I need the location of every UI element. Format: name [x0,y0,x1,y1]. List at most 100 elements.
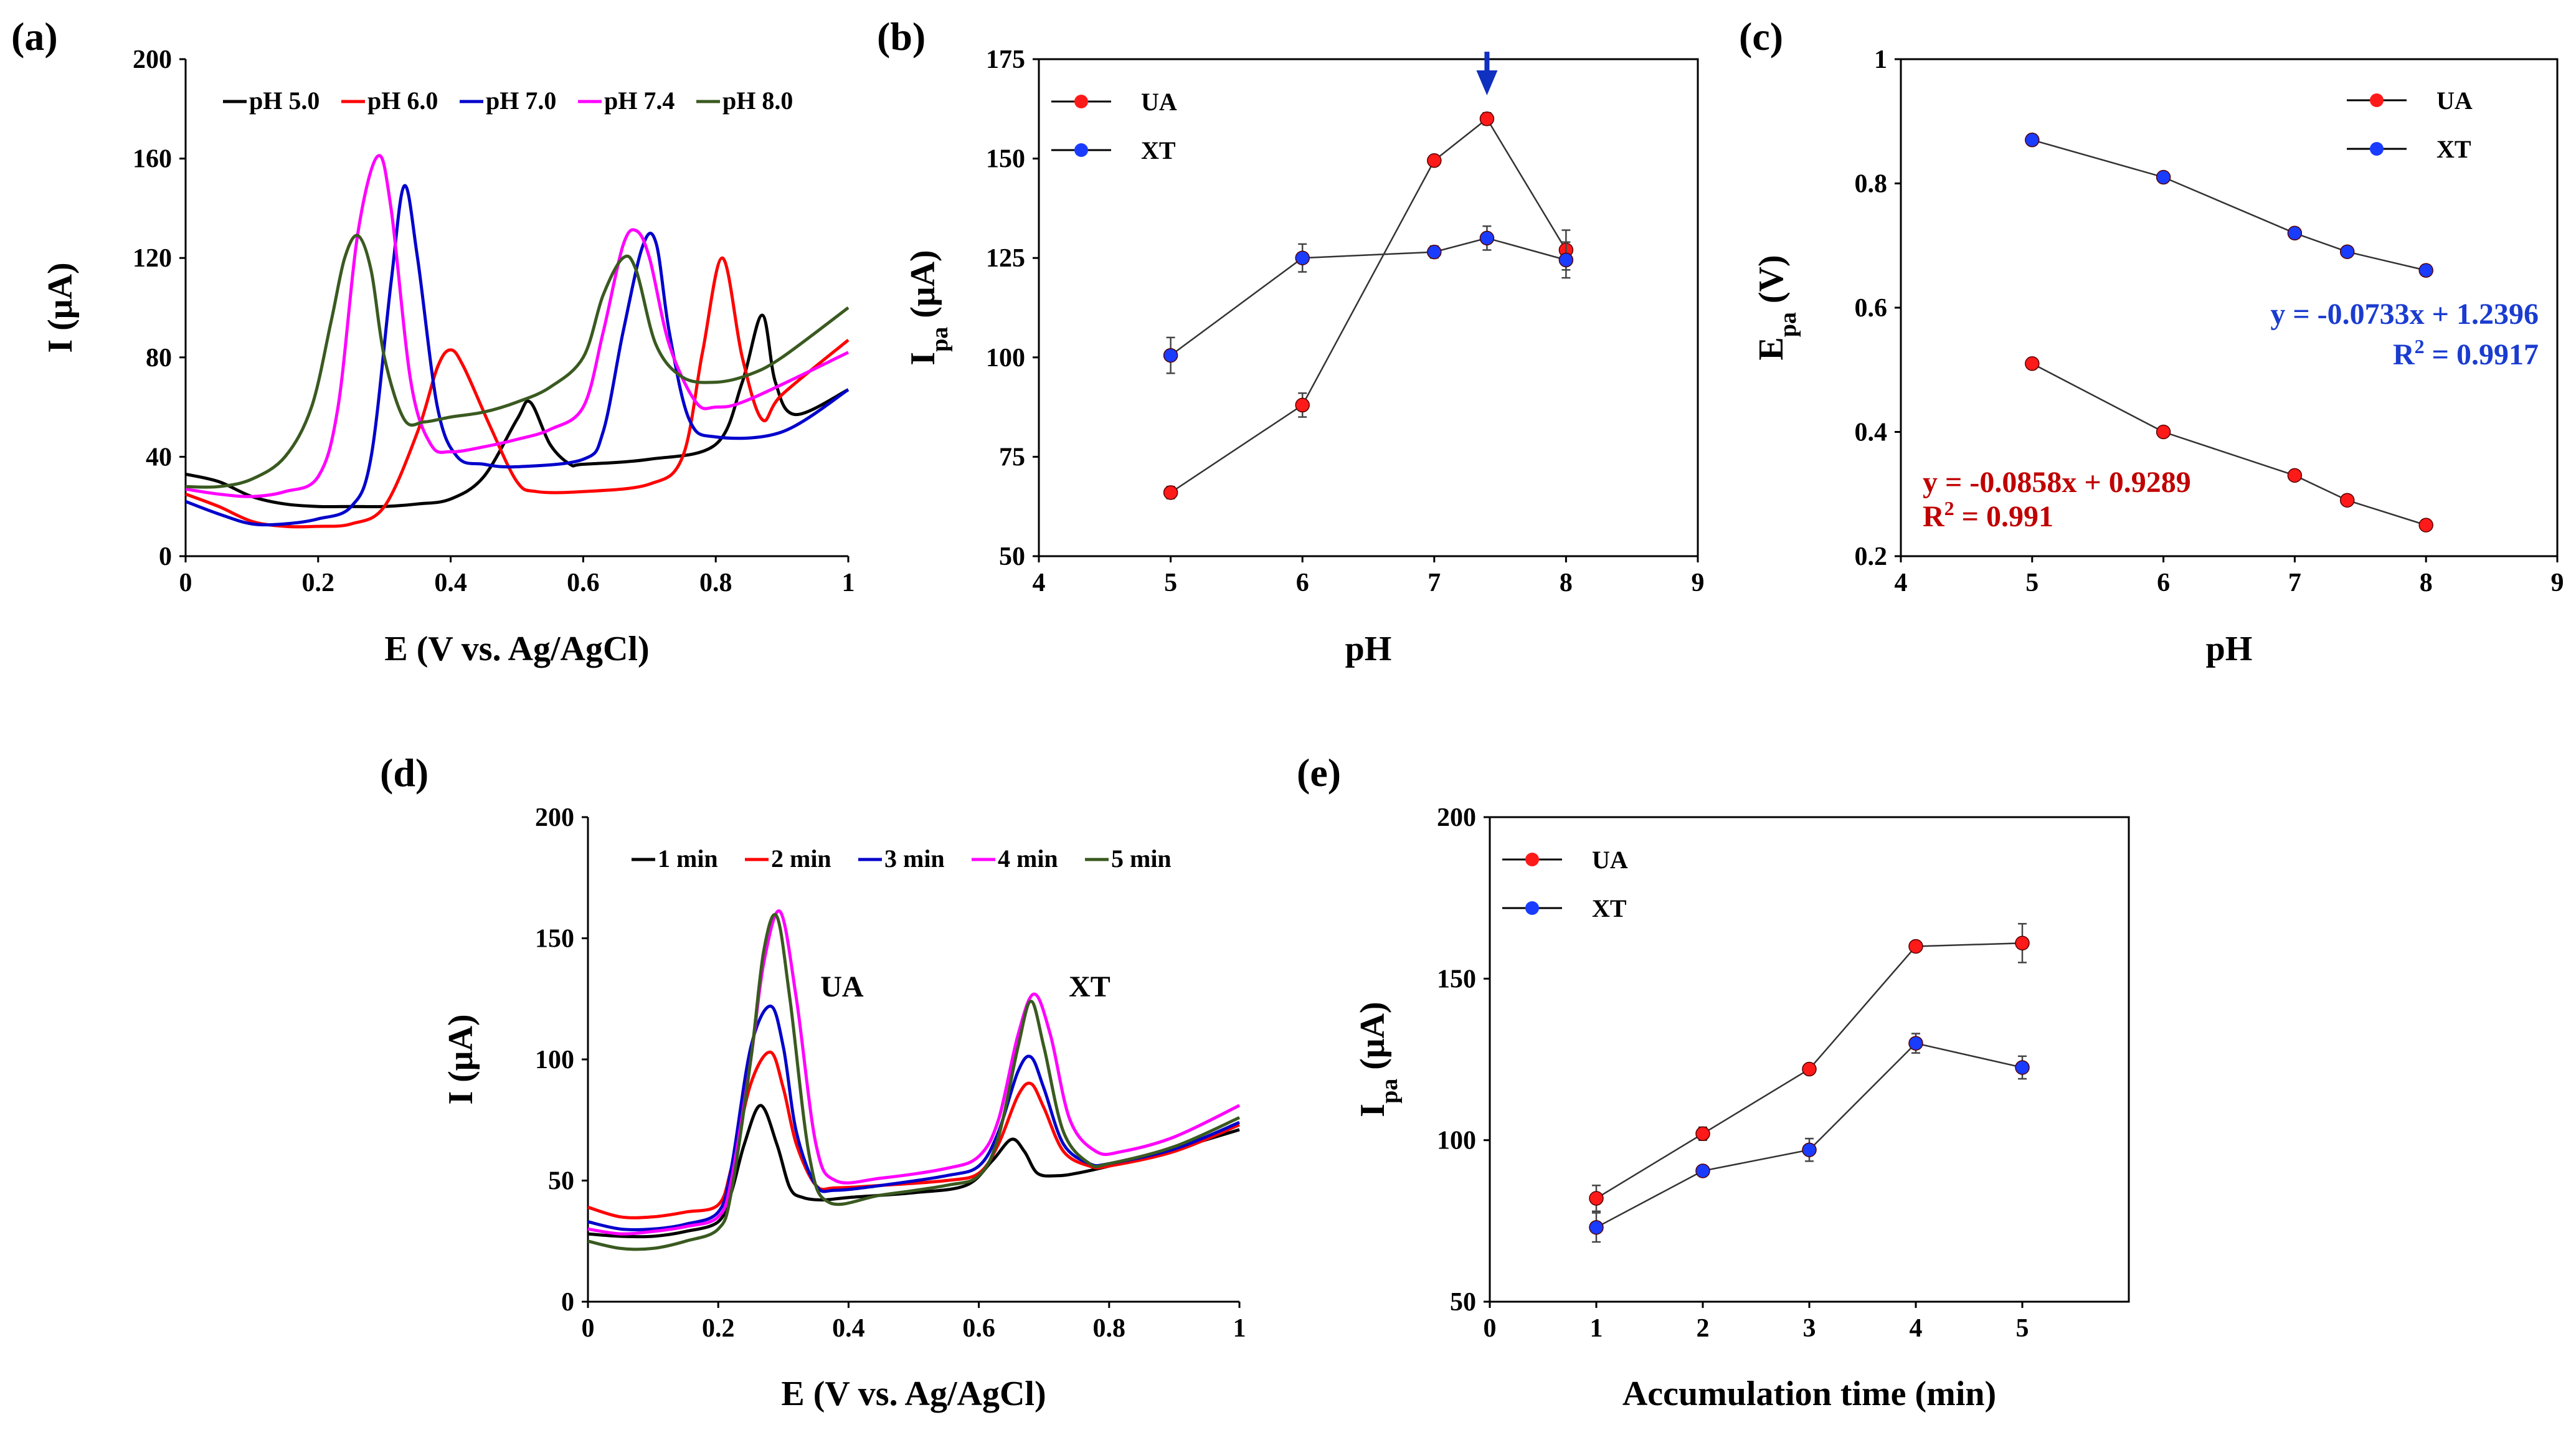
chart-panel-e: 0 1 2 3 4 5 50 100 150 200 (e) Accumulation time (m… [1297,751,2130,1413]
data-point-XT [2339,244,2355,259]
x-tick-label: 0.4 [434,569,467,597]
x-tick-label: 0.2 [302,569,335,597]
x-tick-label: 4 [1910,1314,1923,1343]
y-tick-label: 160 [133,145,172,174]
plot-frame [1489,816,2130,1303]
series-connector-XT [1170,237,1566,356]
panel-label: (e) [1297,751,1341,795]
y-tick-label: 200 [1437,803,1476,832]
y-axis-title: Ipa (μA) [904,250,953,365]
legend-label: XT [1141,136,1176,164]
data-point-UA [2339,493,2355,508]
y-tick-label: 0 [561,1288,574,1317]
highlight-arrow-head [1476,70,1498,95]
data-point-UA [2156,424,2171,440]
series-line-4-min [587,909,1241,1236]
x-tick-label: 9 [1692,569,1705,597]
r-symbol: R [1923,500,1945,533]
x-tick-label: 5 [1164,569,1177,597]
data-point-XT [1695,1163,1710,1178]
y-tick-label: 150 [1437,965,1476,993]
y-tick-label: 80 [146,344,172,372]
plot-frame [1038,58,1699,557]
x-axis-title: Accumulation time (min) [1622,1375,1996,1413]
data-point-XT [2025,132,2040,148]
series-line-pH-74 [185,154,850,498]
legend-swatch-marker [2370,93,2384,107]
x-tick-label: 5 [2025,569,2039,597]
y-tick-label: 50 [548,1167,574,1196]
data-point-XT [1427,244,1442,260]
series-connector-UA [2032,362,2427,526]
legend-swatch-marker [1074,95,1088,108]
superscript-two: 2 [1944,497,1954,519]
y-tick-label: 50 [999,542,1025,571]
panel-label: (c) [1739,14,1783,59]
y-axis-title-unit: (V) [1752,255,1791,312]
x-tick-label: 0.6 [567,569,600,597]
superscript-two: 2 [2415,335,2425,358]
data-point-XT [1802,1142,1817,1157]
x-tick-label: 0 [179,569,192,597]
x-tick-label: 3 [1803,1314,1816,1343]
x-tick-label: 7 [1428,569,1441,597]
peak-annotation: XT [1069,970,1110,1003]
data-point-UA [1295,397,1310,413]
data-point-UA [1427,153,1442,168]
y-axis-title-subscript: pa [1376,1079,1403,1104]
panel-label: (a) [11,14,58,59]
series-connector-UA [1170,117,1567,493]
legend-label: UA [2436,87,2473,115]
data-point-XT [1589,1219,1604,1235]
legend-label: 1 min [658,845,718,873]
y-tick-label: 0.8 [1855,170,1888,199]
data-point-XT [1163,348,1178,363]
y-tick-label: 1 [1874,45,1887,74]
data-point-XT [2015,1060,2030,1075]
legend-label: pH 5.0 [249,87,320,115]
y-tick-label: 125 [986,244,1025,273]
y-tick-label: 150 [535,925,574,954]
x-tick-label: 0.4 [832,1314,865,1343]
legend-label: 3 min [884,845,945,873]
data-point-XT [2156,169,2171,185]
x-axis-title: pH [2206,630,2253,668]
y-tick-label: 0.2 [1855,542,1888,571]
data-point-UA [1479,111,1495,126]
y-axis-title: Epa (V) [1752,255,1801,360]
x-tick-label: 6 [2157,569,2170,597]
data-point-XT [1558,252,1574,268]
x-tick-label: 0 [582,1314,595,1343]
y-tick-label: 120 [133,244,172,273]
x-tick-label: 2 [1697,1314,1710,1343]
r-symbol: R [2393,338,2415,371]
data-point-UA [1695,1126,1710,1142]
legend-swatch-marker [1525,853,1539,866]
legend-label: 4 min [998,845,1058,873]
x-tick-label: 1 [842,569,855,597]
legend-label: XT [1592,894,1627,922]
x-tick-label: 0.6 [962,1314,995,1343]
data-point-UA [2287,468,2303,483]
chart-panel-a: 0 0.2 0.4 0.6 0.8 1 0 40 80 120 160 200 (a) E (V vs. … [11,14,855,668]
y-tick-label: 175 [986,45,1025,74]
chart-panel-b: 4 5 6 7 8 9 50 75 100 125 150 175 (b) pH Ipa (μA) UA XT [877,14,1705,668]
x-tick-label: 4 [1895,569,1908,597]
ua-r-squared: R2 = 0.991 [1923,497,2053,533]
x-tick-label: 0 [1484,1314,1497,1343]
r-squared-value: = 0.9917 [2425,338,2539,371]
data-point-XT [1908,1036,1923,1051]
y-axis-title-subscript: pa [1775,312,1801,337]
legend-swatch-marker [1074,143,1088,157]
chart-panel-c: 4 5 6 7 8 9 0.2 0.4 0.6 0.8 1 (c) pH Epa (V) UA XT y = -… [1739,14,2564,668]
data-point-XT [1479,230,1495,246]
x-tick-label: 8 [1560,569,1573,597]
data-point-UA [1908,939,1923,954]
y-tick-label: 75 [999,443,1025,471]
data-point-UA [2418,518,2433,533]
series-line-pH-80 [185,234,850,489]
y-tick-label: 200 [535,803,574,832]
y-tick-label: 0 [159,542,172,571]
x-tick-label: 0.8 [699,569,732,597]
data-point-UA [2025,356,2040,371]
